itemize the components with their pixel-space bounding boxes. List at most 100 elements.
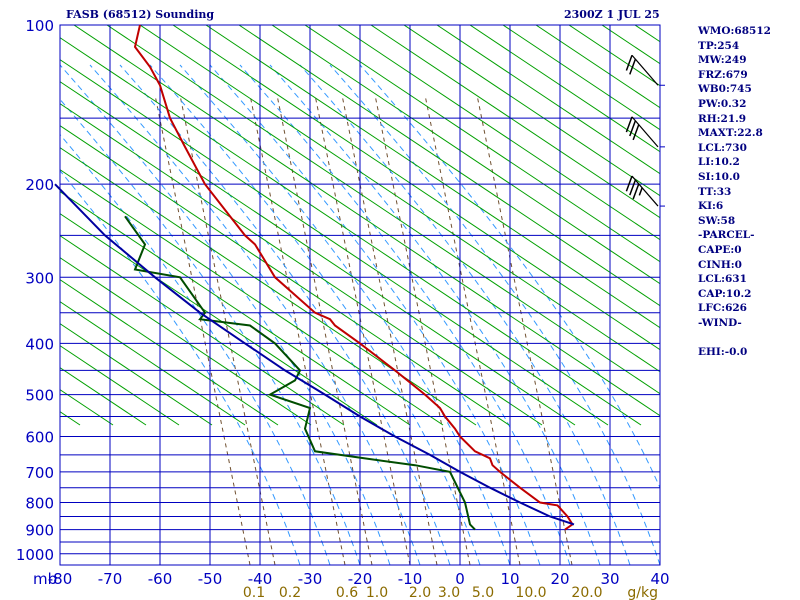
stat-item: EHI:-0.0 xyxy=(698,346,748,359)
stat-item: LFC:626 xyxy=(698,302,747,315)
stat-item xyxy=(698,330,771,345)
pressure-tick-label: 900 xyxy=(25,522,54,540)
temperature-tick-label: 30 xyxy=(600,570,619,588)
mixing-ratio-label: 0.1 xyxy=(243,585,265,600)
temperature-tick-label: 40 xyxy=(650,570,669,588)
pressure-tick-label: 100 xyxy=(25,17,54,35)
dry-adiabat-line xyxy=(767,25,800,425)
dry-adiabat-line xyxy=(60,235,345,426)
mixing-ratio-label: 0.2 xyxy=(279,585,301,600)
wind-barb-flag xyxy=(625,116,633,133)
moist-adiabat-line xyxy=(149,64,481,565)
dry-adiabat-line xyxy=(60,411,81,426)
temperature-tick-label: -40 xyxy=(248,570,273,588)
dry-adiabat-line xyxy=(60,37,642,426)
stat-item: MW:249 xyxy=(698,54,747,67)
stat-item: CAPE:0 xyxy=(698,243,742,256)
dry-adiabat-line xyxy=(172,25,660,351)
wind-barb-flag xyxy=(625,175,633,192)
moist-adiabat-line xyxy=(60,64,391,565)
pressure-tick-label: 200 xyxy=(25,176,54,194)
temperature-tick-label: -10 xyxy=(398,570,423,588)
moist-adiabat-line xyxy=(60,169,301,565)
mixing-ratio-label: 10.0 xyxy=(515,585,546,600)
stat-item: MAXT:22.8 xyxy=(698,127,763,140)
dewpoint-profile xyxy=(124,215,476,531)
stat-item: KI:6 xyxy=(698,200,724,213)
stat-item: WB0:745 xyxy=(698,83,752,96)
wind-barb-flag xyxy=(632,183,640,200)
dry-adiabat-line xyxy=(139,25,660,373)
dry-adiabat-line xyxy=(304,25,660,263)
wind-barb-flag xyxy=(625,54,633,71)
moist-adiabat-line xyxy=(359,64,660,489)
dry-adiabat-line xyxy=(469,25,660,153)
wind-barb-flag xyxy=(629,179,637,196)
temperature-tick-label: -80 xyxy=(48,570,73,588)
temperature-tick-label: -60 xyxy=(148,570,173,588)
dry-adiabat-line xyxy=(60,191,411,426)
dry-adiabat-line xyxy=(271,25,660,285)
wind-barb-staff xyxy=(631,175,659,207)
stat-item: -WIND- xyxy=(698,316,742,329)
moist-adiabat-line xyxy=(239,64,571,565)
wind-barb-staff xyxy=(631,116,659,148)
moist-adiabat-line xyxy=(179,64,511,565)
moist-adiabat-line xyxy=(269,64,601,565)
temperature-tick-label: 0 xyxy=(455,570,465,588)
stat-item: TT:33 xyxy=(698,185,732,198)
parcel-profile xyxy=(54,183,575,526)
mixing-ratio-line xyxy=(476,94,573,565)
mixing-ratio-label: 1.0 xyxy=(366,585,388,600)
dry-adiabat-line xyxy=(60,257,312,426)
moist-adiabat-line xyxy=(89,64,421,565)
dry-adiabat-line xyxy=(106,25,660,395)
temperature-profile xyxy=(133,24,574,531)
stat-item: SW:58 xyxy=(698,214,736,227)
dry-adiabat-line xyxy=(60,213,378,426)
wind-barb-flag xyxy=(638,187,643,196)
dry-adiabat-line xyxy=(403,25,660,197)
stat-item: WMO:68512 xyxy=(698,25,771,37)
mixing-ratio-line xyxy=(276,94,373,565)
moist-adiabat-line xyxy=(299,64,631,565)
wind-barb xyxy=(625,116,659,148)
dry-adiabat-line xyxy=(60,125,510,426)
temperature-tick-label: 10 xyxy=(500,570,519,588)
dry-adiabat-line xyxy=(0,25,14,425)
temperature-tick-label: -70 xyxy=(98,570,123,588)
dry-adiabat-line xyxy=(535,25,660,109)
mixing-ratio-label: 20.0 xyxy=(571,585,602,600)
stat-item: LCL:730 xyxy=(698,141,747,154)
grid-lines xyxy=(59,24,665,566)
wind-barb xyxy=(625,54,659,86)
dry-adiabat-line xyxy=(337,25,660,241)
temperature-tick-label: -20 xyxy=(348,570,373,588)
dry-adiabat-line xyxy=(436,25,660,175)
stat-item: PW:0.32 xyxy=(698,97,747,110)
temperature-tick-label: -50 xyxy=(198,570,223,588)
mixing-ratio-unit: g/kg xyxy=(627,585,658,600)
stat-item: CAP:10.2 xyxy=(698,287,752,300)
dry-adiabat-line xyxy=(0,25,47,425)
dry-adiabat-line xyxy=(370,25,660,219)
moist-adiabat-line xyxy=(60,98,361,565)
chart-title: FASB (68512) Sounding xyxy=(66,8,215,21)
wind-barbs xyxy=(625,54,659,207)
temperature-tick-label: 20 xyxy=(550,570,569,588)
pressure-tick-label: 800 xyxy=(25,495,54,513)
stat-item: -PARCEL- xyxy=(698,229,755,242)
moist-adiabat-line xyxy=(209,64,541,565)
stat-item: LI:10.2 xyxy=(698,156,740,169)
dry-adiabat-line xyxy=(73,25,660,417)
dry-adiabat-line xyxy=(205,25,660,329)
stats-panel: WMO:68512 TP:254 MW:249 FRZ:679 WB0:745 PW:0.… xyxy=(698,24,771,360)
dry-adiabat-line xyxy=(60,169,444,426)
mixing-ratio-label: 5.0 xyxy=(472,585,494,600)
plot-frame xyxy=(59,24,661,566)
wind-barb-staff xyxy=(631,54,659,86)
moist-adiabat-line xyxy=(119,64,451,565)
stat-item: TP:254 xyxy=(698,39,740,52)
